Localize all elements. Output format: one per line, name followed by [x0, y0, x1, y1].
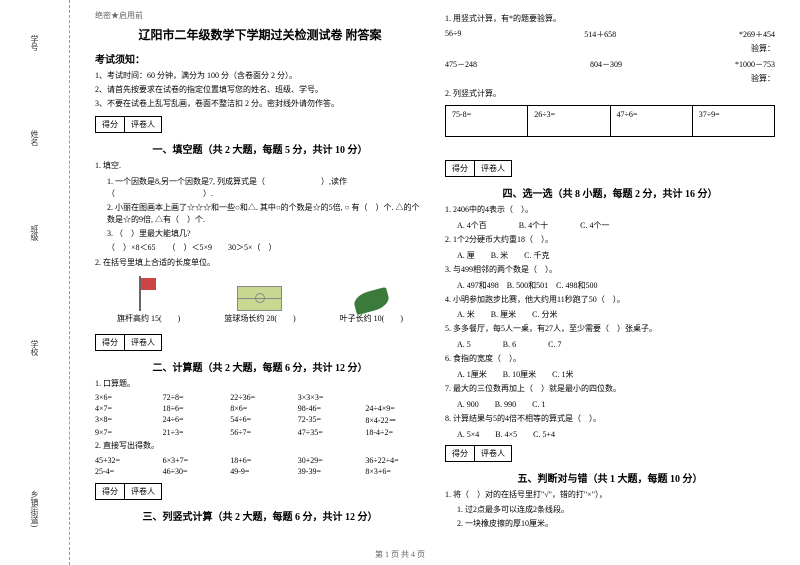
- instruction-3: 3、不要在试卷上乱写乱画，卷面不整洁扣 2 分。密封线外请勿作答。: [95, 98, 425, 110]
- section-3-title: 三、列竖式计算（共 2 大题，每题 6 分，共计 12 分）: [95, 508, 425, 523]
- leaf-icon: [352, 286, 391, 314]
- score-box-1: 得分 评卷人: [95, 116, 162, 133]
- leaf-text: 叶子长约 10( ): [340, 314, 403, 323]
- s4-q6: 6. 食指的宽度（ ）。: [445, 353, 775, 366]
- flag-item: 旗杆高约 15( ): [117, 276, 180, 324]
- s1-q2: 2. 在括号里填上合适的长度单位。: [95, 257, 425, 270]
- s4-q8-opts: A. 5×4 B. 4×5 C. 5+4: [457, 429, 775, 440]
- binding-label-xingming: 姓名: [29, 130, 40, 146]
- page-content: 绝密★启用前 辽阳市二年级数学下学期过关检测试卷 附答案 考试须知： 1、考试时…: [70, 0, 800, 565]
- section-2-title: 二、计算题（共 2 大题，每题 6 分，共计 12 分）: [95, 359, 425, 374]
- s4-q2: 2. 1个2分硬币大约重18（ ）。: [445, 234, 775, 247]
- s5-item1: 1. 过2点最多可以连成2条线段。: [457, 504, 775, 516]
- s4-q4-opts: A. 米 B. 厘米 C. 分米: [457, 309, 775, 320]
- verify-1: 验算：: [445, 43, 775, 56]
- instruction-1: 1、考试时间：60 分钟，满分为 100 分（含卷面分 2 分）。: [95, 70, 425, 82]
- confidential-tag: 绝密★启用前: [95, 10, 425, 21]
- s2-q2: 2. 直接写出得数。: [95, 440, 425, 453]
- s4-q3: 3. 与499相邻的两个数是（ ）。: [445, 264, 775, 277]
- s3-q2: 2. 列竖式计算。: [445, 88, 775, 101]
- binding-label-banji: 班级: [29, 225, 40, 241]
- s5-q1: 1. 将（ ）对的在括号里打"√"，错的打"×"），: [445, 489, 775, 502]
- s4-q4: 4. 小明参加跑步比赛，他大约用11秒跑了50（ ）。: [445, 294, 775, 307]
- binding-label-xuexiao: 学校: [29, 340, 40, 356]
- s1-q1-1: 1. 一个因数是8,另一个因数是7, 列成算式是（ ）,读作（ ）.: [107, 176, 425, 200]
- right-column: 1. 用竖式计算，有*的题要验算。 56÷9 514＋658 *269＋454 …: [435, 10, 785, 555]
- s1-q1-2: 2. 小丽在图画本上画了☆☆☆和一些○和△. 其中○的个数是☆的5倍, ○ 有（…: [107, 202, 425, 226]
- s4-q7-opts: A. 900 B. 990 C. 1: [457, 399, 775, 410]
- s5-item2: 2. 一块橡皮擦的厚10厘米。: [457, 518, 775, 530]
- score-box-5: 得分 评卷人: [445, 445, 512, 462]
- calc-grid-2: 45+32= 6×3+7= 18+6= 30+29= 36÷22÷4= 25-4…: [95, 456, 425, 476]
- s4-q1-opts: A. 4个百 B. 4个十 C. 4个一: [457, 220, 775, 231]
- reviewer-label: 评卷人: [125, 117, 161, 132]
- court-icon: [237, 286, 282, 311]
- score-box-2: 得分 评卷人: [95, 334, 162, 351]
- flag-text: 旗杆高约 15( ): [117, 314, 180, 323]
- instruction-2: 2、请首先按要求在试卷的指定位置填写您的姓名、班级、学号。: [95, 84, 425, 96]
- s4-q6-opts: A. 1厘米 B. 10厘米 C. 1米: [457, 369, 775, 380]
- leaf-item: 叶子长约 10( ): [340, 291, 403, 324]
- page-footer: 第 1 页 共 4 页: [375, 549, 425, 560]
- images-row: 旗杆高约 15( ) 篮球场长约 28( ) 叶子长约 10( ): [95, 276, 425, 324]
- score-box-3: 得分 评卷人: [95, 483, 162, 500]
- notice-title: 考试须知：: [95, 51, 425, 66]
- binding-label-xiangzhen: 乡镇(街道): [29, 490, 40, 527]
- s1-q1-3: 3. （ ）里最大能填几?: [107, 228, 425, 240]
- s3-q1: 1. 用竖式计算，有*的题要验算。: [445, 13, 775, 26]
- s4-q2-opts: A. 厘 B. 米 C. 千克: [457, 250, 775, 261]
- court-text: 篮球场长约 28( ): [224, 314, 295, 323]
- s4-q5: 5. 多多餐厅，每5人一桌，有27人，至少需要（ ）张桌子。: [445, 323, 775, 336]
- left-column: 绝密★启用前 辽阳市二年级数学下学期过关检测试卷 附答案 考试须知： 1、考试时…: [85, 10, 435, 555]
- s3-calc-row1: 56÷9 514＋658 *269＋454: [445, 29, 775, 40]
- flag-icon: [134, 276, 164, 311]
- s4-q1: 1. 2406中的4表示（ ）。: [445, 204, 775, 217]
- s4-q3-opts: A. 497和498 B. 500和501 C. 498和500: [457, 280, 775, 291]
- s4-q5-opts: A. 5 B. 6 C. 7: [457, 339, 775, 350]
- score-label: 得分: [96, 117, 125, 132]
- exam-title: 辽阳市二年级数学下学期过关检测试卷 附答案: [95, 26, 425, 43]
- binding-label-xuehao: 学号: [29, 35, 40, 51]
- s4-q8: 8. 计算结果与5的4倍不相等的算式是（ ）。: [445, 413, 775, 426]
- court-item: 篮球场长约 28( ): [224, 286, 295, 324]
- calc-table: 75-8= 26÷3= 47÷6= 37÷9=: [445, 105, 775, 137]
- section-4-title: 四、选一选（共 8 小题，每题 2 分，共计 16 分）: [445, 185, 775, 200]
- verify-2: 验算：: [445, 73, 775, 86]
- s4-q7: 7. 最大的三位数再加上（ ）就是最小的四位数。: [445, 383, 775, 396]
- s1-q1-3a: （ ）×8＜65 （ ）＜5×9 30＞5×（ ）: [107, 242, 425, 254]
- section-1-title: 一、填空题（共 2 大题，每题 5 分，共计 10 分）: [95, 141, 425, 156]
- section-5-title: 五、判断对与错（共 1 大题，每题 10 分）: [445, 470, 775, 485]
- binding-margin: 学号 姓名 班级 学校 乡镇(街道): [0, 0, 70, 565]
- score-box-4: 得分 评卷人: [445, 160, 512, 177]
- s2-q1: 1. 口算题。: [95, 378, 425, 391]
- s3-calc-row2: 475－248 804－309 *1000－753: [445, 59, 775, 70]
- s1-q1: 1. 填空.: [95, 160, 425, 173]
- calc-grid-1: 3×6= 72÷8= 22÷36= 3×3×3= 4×7= 18÷6= 8×6=…: [95, 393, 425, 437]
